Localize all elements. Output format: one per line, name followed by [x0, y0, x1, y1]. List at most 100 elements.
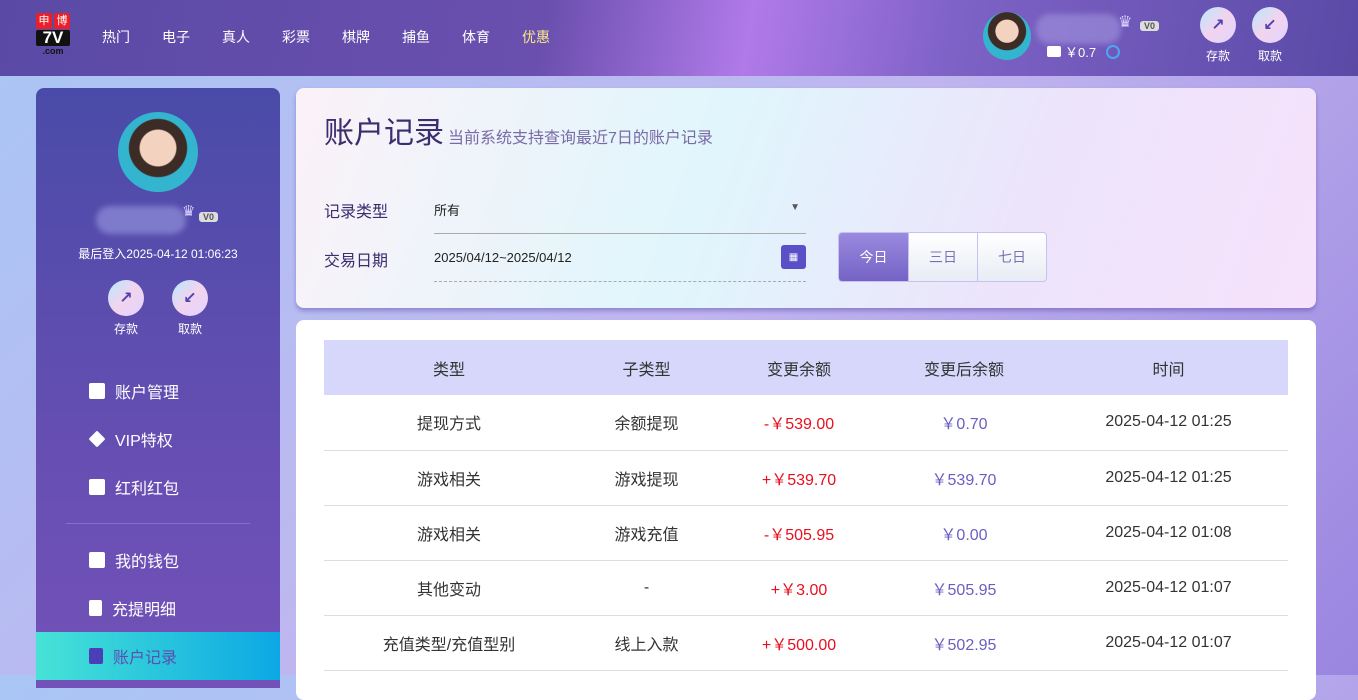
vip-badge: V0: [199, 212, 219, 222]
deposit-icon: ↗: [1200, 7, 1236, 43]
cell-time: 2025-04-12 01:25: [1049, 450, 1288, 506]
nav-sports[interactable]: 体育: [462, 29, 490, 45]
deposit-icon: ↗: [108, 280, 144, 316]
label: 账户管理: [115, 385, 180, 402]
label: 红利红包: [115, 481, 180, 498]
filter-panel: 账户记录 当前系统支持查询最近7日的账户记录 记录类型 所有 ▼ 交易日期 2025…: [296, 88, 1316, 308]
page-subtitle: 当前系统支持查询最近7日的账户记录: [448, 130, 713, 147]
range-7-days[interactable]: 七日: [977, 233, 1046, 281]
refresh-icon[interactable]: [1106, 44, 1121, 59]
range-today[interactable]: 今日: [839, 233, 908, 281]
table-row: 游戏相关 游戏提现 +￥539.70 ￥539.70 2025-04-12 01:25: [324, 450, 1288, 506]
cell-balance-after: ￥0.00: [879, 505, 1049, 561]
username-blurred: [1036, 14, 1121, 44]
cell-subtype: 余额提现: [574, 395, 719, 451]
cell-type: 充值类型/充值型别: [324, 615, 574, 671]
col-time: 时间: [1049, 340, 1288, 395]
cell-balance-after: ￥502.95: [879, 615, 1049, 671]
crown-icon: ♛: [182, 203, 196, 220]
cell-balance-after: ￥505.95: [879, 560, 1049, 616]
cell-time: 2025-04-12 01:25: [1049, 395, 1288, 451]
caret-down-icon: ▼: [790, 202, 800, 213]
cell-subtype: 游戏充值: [574, 505, 719, 561]
cell-time: 2025-04-12 01:07: [1049, 615, 1288, 671]
records-panel: 类型 子类型 变更余额 变更后余额 时间 提现方式 余额提现 -￥539.00 ￥0.…: [296, 320, 1316, 700]
table-row: 充值类型/充值型别 线上入款 +￥500.00 ￥502.95 2025-04-12 0…: [324, 615, 1288, 671]
clipboard-icon: [89, 648, 103, 664]
cell-balance-after: ￥539.70: [879, 450, 1049, 506]
sidebar-item-account-records[interactable]: 账户记录: [36, 632, 280, 680]
logo[interactable]: 申博 7V .com: [36, 13, 70, 59]
sidebar: ♛ V0 最后登入2025-04-12 01:06:23 ↗ 存款 ↙ 取款 账户管…: [36, 88, 280, 688]
deposit-button[interactable]: ↗ 存款: [1198, 7, 1238, 64]
nav-hot[interactable]: 热门: [102, 29, 130, 45]
deposit-label: 存款: [1205, 49, 1230, 63]
cell-type: 其他变动: [324, 560, 574, 616]
withdraw-label: 取款: [1257, 49, 1282, 63]
avatar[interactable]: [983, 12, 1031, 60]
last-login: 最后登入2025-04-12 01:06:23: [78, 247, 238, 261]
sidebar-item-account-management[interactable]: 账户管理: [36, 367, 280, 415]
label: VIP特权: [115, 433, 173, 450]
range-selector: 今日 三日 七日: [838, 232, 1047, 282]
envelope-icon: [89, 479, 105, 495]
sidebar-item-vip[interactable]: VIP特权: [36, 415, 280, 463]
cell-subtype: 游戏提现: [574, 450, 719, 506]
sidebar-menu: 账户管理 VIP特权 红利红包 我的钱包 充提明细 账户记录: [36, 367, 280, 680]
cell-change: +￥500.00: [719, 615, 879, 671]
card-icon: [89, 383, 105, 399]
vip-badge: V0: [1140, 21, 1160, 31]
cell-change: +￥3.00: [719, 560, 879, 616]
nav-live[interactable]: 真人: [222, 29, 250, 45]
records-table: 类型 子类型 变更余额 变更后余额 时间 提现方式 余额提现 -￥539.00 ￥0.…: [324, 340, 1288, 671]
cell-subtype: -: [574, 560, 719, 616]
deposit-label: 存款: [113, 322, 138, 336]
table-header: 类型 子类型 变更余额 变更后余额 时间: [324, 340, 1288, 395]
cell-time: 2025-04-12 01:08: [1049, 505, 1288, 561]
username-blurred: [96, 206, 186, 234]
col-change: 变更余额: [719, 340, 879, 395]
cell-type: 游戏相关: [324, 505, 574, 561]
table-row: 其他变动 - +￥3.00 ￥505.95 2025-04-12 01:07: [324, 560, 1288, 616]
cell-balance-after: ￥0.70: [879, 395, 1049, 451]
cell-subtype: 线上入款: [574, 615, 719, 671]
cell-type: 提现方式: [324, 395, 574, 451]
table-row: 游戏相关 游戏充值 -￥505.95 ￥0.00 2025-04-12 01:08: [324, 505, 1288, 561]
record-type-label: 记录类型: [324, 204, 389, 221]
calendar-icon[interactable]: ▦: [781, 245, 806, 269]
nav-promotions[interactable]: 优惠: [522, 29, 550, 45]
page-title: 账户记录 当前系统支持查询最近7日的账户记录: [324, 108, 713, 152]
withdraw-button[interactable]: ↙ 取款: [1250, 7, 1290, 64]
sidebar-item-wallet[interactable]: 我的钱包: [36, 536, 280, 584]
record-type-value: 所有: [434, 203, 461, 218]
range-3-days[interactable]: 三日: [908, 233, 977, 281]
wallet-icon: [89, 552, 105, 568]
sidebar-deposit-button[interactable]: ↗ 存款: [106, 280, 146, 337]
title-text: 账户记录: [324, 117, 444, 150]
divider: [66, 523, 250, 524]
nav-chess[interactable]: 棋牌: [342, 29, 370, 45]
sidebar-withdraw-button[interactable]: ↙ 取款: [170, 280, 210, 337]
label: 账户记录: [113, 650, 178, 667]
nav-lottery[interactable]: 彩票: [282, 29, 310, 45]
date-label: 交易日期: [324, 253, 389, 270]
label: 充提明细: [112, 602, 177, 619]
sidebar-item-transactions[interactable]: 充提明细: [36, 584, 280, 632]
record-type-select[interactable]: 所有 ▼: [434, 188, 806, 234]
col-subtype: 子类型: [574, 340, 719, 395]
main-nav: 热门 电子 真人 彩票 棋牌 捕鱼 体育 优惠: [102, 27, 582, 47]
col-balance-after: 变更后余额: [879, 340, 1049, 395]
cell-type: 游戏相关: [324, 450, 574, 506]
cell-change: -￥505.95: [719, 505, 879, 561]
date-range-input[interactable]: 2025/04/12~2025/04/12 ▦: [434, 236, 806, 282]
nav-slots[interactable]: 电子: [162, 29, 190, 45]
sidebar-item-bonus[interactable]: 红利红包: [36, 463, 280, 511]
withdraw-icon: ↙: [1252, 7, 1288, 43]
document-icon: [89, 600, 102, 616]
label: 我的钱包: [115, 554, 180, 571]
withdraw-icon: ↙: [172, 280, 208, 316]
withdraw-label: 取款: [177, 322, 202, 336]
nav-fishing[interactable]: 捕鱼: [402, 29, 430, 45]
col-type: 类型: [324, 340, 574, 395]
table-row: 提现方式 余额提现 -￥539.00 ￥0.70 2025-04-12 01:25: [324, 395, 1288, 451]
